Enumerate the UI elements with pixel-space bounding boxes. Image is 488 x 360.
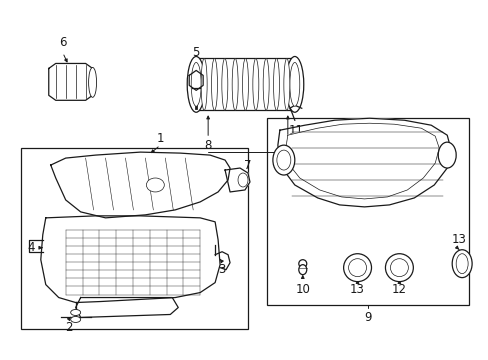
Ellipse shape — [263, 58, 268, 110]
Ellipse shape — [187, 57, 205, 112]
Text: 1: 1 — [156, 132, 164, 145]
Text: 2: 2 — [65, 321, 72, 334]
Polygon shape — [189, 71, 203, 90]
Ellipse shape — [238, 173, 247, 187]
Ellipse shape — [272, 145, 294, 175]
Text: 8: 8 — [284, 139, 291, 152]
Ellipse shape — [343, 254, 371, 282]
Text: 3: 3 — [218, 263, 225, 276]
Text: 10: 10 — [295, 283, 309, 296]
Text: 7: 7 — [244, 158, 251, 172]
Ellipse shape — [252, 58, 258, 110]
Ellipse shape — [71, 316, 81, 323]
Text: 13: 13 — [451, 233, 466, 246]
Ellipse shape — [201, 58, 207, 110]
Text: 11: 11 — [288, 124, 303, 137]
Ellipse shape — [88, 67, 96, 97]
Ellipse shape — [455, 254, 467, 274]
Text: 4: 4 — [27, 241, 35, 254]
Text: 13: 13 — [349, 283, 364, 296]
Polygon shape — [224, 168, 249, 192]
Polygon shape — [41, 216, 220, 302]
Polygon shape — [51, 152, 229, 218]
Ellipse shape — [437, 142, 455, 168]
Ellipse shape — [276, 150, 290, 170]
Bar — [21, 148, 247, 329]
Ellipse shape — [222, 58, 227, 110]
Ellipse shape — [191, 62, 201, 106]
Ellipse shape — [289, 62, 299, 106]
Bar — [266, 118, 468, 305]
Ellipse shape — [242, 58, 248, 110]
Polygon shape — [49, 63, 92, 100]
Text: 12: 12 — [391, 283, 406, 296]
Ellipse shape — [211, 58, 217, 110]
Ellipse shape — [298, 265, 306, 275]
Ellipse shape — [285, 57, 303, 112]
Ellipse shape — [273, 58, 279, 110]
Polygon shape — [76, 298, 178, 318]
Text: 9: 9 — [363, 311, 370, 324]
Ellipse shape — [283, 58, 289, 110]
Polygon shape — [285, 123, 438, 199]
Ellipse shape — [389, 259, 407, 276]
Ellipse shape — [385, 254, 412, 282]
Text: 8: 8 — [204, 139, 211, 152]
Ellipse shape — [232, 58, 238, 110]
Ellipse shape — [451, 250, 471, 278]
Ellipse shape — [298, 260, 306, 268]
Text: 6: 6 — [59, 36, 66, 49]
Ellipse shape — [146, 178, 164, 192]
Text: 5: 5 — [192, 46, 200, 59]
Ellipse shape — [348, 259, 366, 276]
Polygon shape — [277, 118, 450, 207]
Ellipse shape — [71, 310, 81, 315]
